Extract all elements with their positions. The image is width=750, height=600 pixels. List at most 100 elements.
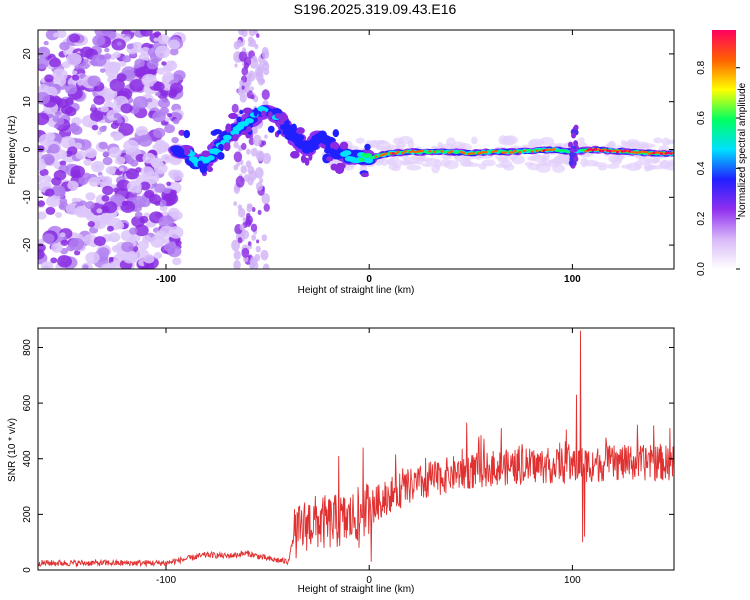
ridge-cell	[601, 149, 605, 153]
ridge-cell	[472, 152, 476, 155]
ridge-scatter	[267, 125, 275, 133]
ridge-cell	[628, 149, 632, 153]
ridge-cell	[408, 150, 412, 154]
ridge-cell	[542, 149, 546, 152]
noise-blob	[120, 103, 133, 114]
noise-blob	[64, 97, 74, 106]
noise-blob	[255, 181, 263, 192]
noise-blob	[235, 175, 245, 188]
halo-blob	[653, 137, 663, 144]
ridge-cell	[586, 148, 590, 151]
noise-blob	[263, 203, 270, 212]
noise-blob	[85, 251, 100, 264]
ridge-scatter	[339, 141, 349, 150]
spectrogram-x-tick-label: -100	[156, 274, 176, 285]
noise-blob	[109, 78, 125, 92]
spectrogram-y-tick-label: -20	[22, 237, 33, 252]
noise-blob	[241, 85, 245, 90]
noise-blob	[60, 136, 76, 149]
ridge-scatter	[336, 162, 346, 170]
ridge-cell	[484, 151, 488, 154]
ridge-scatter	[267, 111, 273, 119]
noise-blob	[95, 164, 101, 170]
noise-blob	[250, 94, 255, 100]
noise-blob	[93, 236, 106, 247]
ridge-cell	[413, 150, 417, 154]
snr-x-tick-label: 100	[564, 575, 581, 586]
noise-blob	[38, 46, 51, 59]
ridge-cell	[642, 150, 646, 154]
colorbar-gradient	[712, 30, 736, 269]
noise-blob	[246, 148, 251, 155]
snr-axes: -100 0 100 0 200 400 600 800	[22, 328, 674, 586]
noise-blob	[102, 201, 118, 214]
ridge-scatter	[260, 110, 267, 117]
halo-blob	[661, 137, 671, 146]
ridge-disturbance	[573, 140, 579, 147]
noise-blob	[90, 104, 96, 109]
ridge-scatter	[317, 130, 327, 140]
noise-blob	[153, 81, 165, 92]
ridge-scatter	[308, 152, 313, 161]
ridge-cell	[428, 150, 432, 153]
noise-blob	[38, 211, 47, 220]
halo-blob	[621, 164, 632, 169]
noise-blob	[153, 37, 159, 42]
noise-blob	[67, 180, 79, 191]
halo-blob	[592, 162, 608, 168]
noise-blob	[99, 68, 106, 73]
noise-blob	[126, 157, 135, 165]
colorbar: 0.0 0.2 0.4 0.6 0.8 Normalized spectral ampl…	[696, 30, 748, 276]
halo-blob	[431, 163, 440, 174]
noise-blob	[235, 39, 243, 48]
noise-blob	[44, 74, 54, 83]
colorbar-tick-label: 0.2	[696, 211, 707, 225]
halo-blob	[385, 159, 398, 166]
ridge-scatter	[304, 157, 310, 166]
noise-blob	[64, 84, 78, 95]
ridge-cell	[222, 134, 232, 141]
halo-blob	[616, 154, 626, 159]
noise-blob	[39, 168, 49, 177]
noise-blob	[237, 237, 243, 244]
spectrogram-x-tick-label: 0	[366, 274, 372, 285]
noise-blob	[139, 181, 151, 191]
noise-blob	[87, 75, 101, 87]
noise-blob	[149, 44, 155, 49]
ridge-cell	[447, 151, 451, 154]
noise-blob	[131, 195, 147, 209]
noise-blob	[168, 226, 184, 239]
ridge-scatter	[277, 129, 282, 135]
ridge-cell	[365, 153, 373, 158]
ridge-scatter	[326, 156, 334, 162]
noise-blob	[116, 41, 122, 46]
noise-blob	[254, 167, 264, 179]
noise-blob	[139, 30, 153, 37]
noise-blob	[172, 118, 180, 125]
noise-blob	[118, 123, 134, 136]
ridge-cell	[469, 152, 473, 155]
ridge-cell	[523, 149, 527, 153]
ridge-scatter	[236, 116, 242, 123]
noise-blob	[102, 185, 114, 196]
noise-blob	[38, 145, 45, 153]
noise-blob	[45, 132, 56, 141]
noise-blob	[51, 242, 63, 253]
ridge-cell	[645, 150, 649, 154]
snr-x-tick-label: 0	[366, 575, 372, 586]
noise-blob	[241, 142, 247, 151]
noise-blob	[161, 75, 172, 84]
snr-panel: -100 0 100 0 200 400 600 800 Height of straight…	[7, 327, 675, 595]
ridge-scatter	[177, 147, 185, 157]
noise-blob	[155, 139, 166, 149]
noise-blob	[118, 167, 125, 172]
ridge-cell	[635, 151, 639, 154]
noise-blob	[231, 239, 240, 252]
halo-blob	[392, 137, 404, 145]
noise-blob	[143, 254, 155, 264]
noise-blob	[156, 67, 165, 75]
noise-blob	[108, 232, 121, 243]
noise-blob	[42, 174, 52, 182]
ridge-cell	[652, 151, 656, 155]
noise-blob	[254, 43, 259, 50]
